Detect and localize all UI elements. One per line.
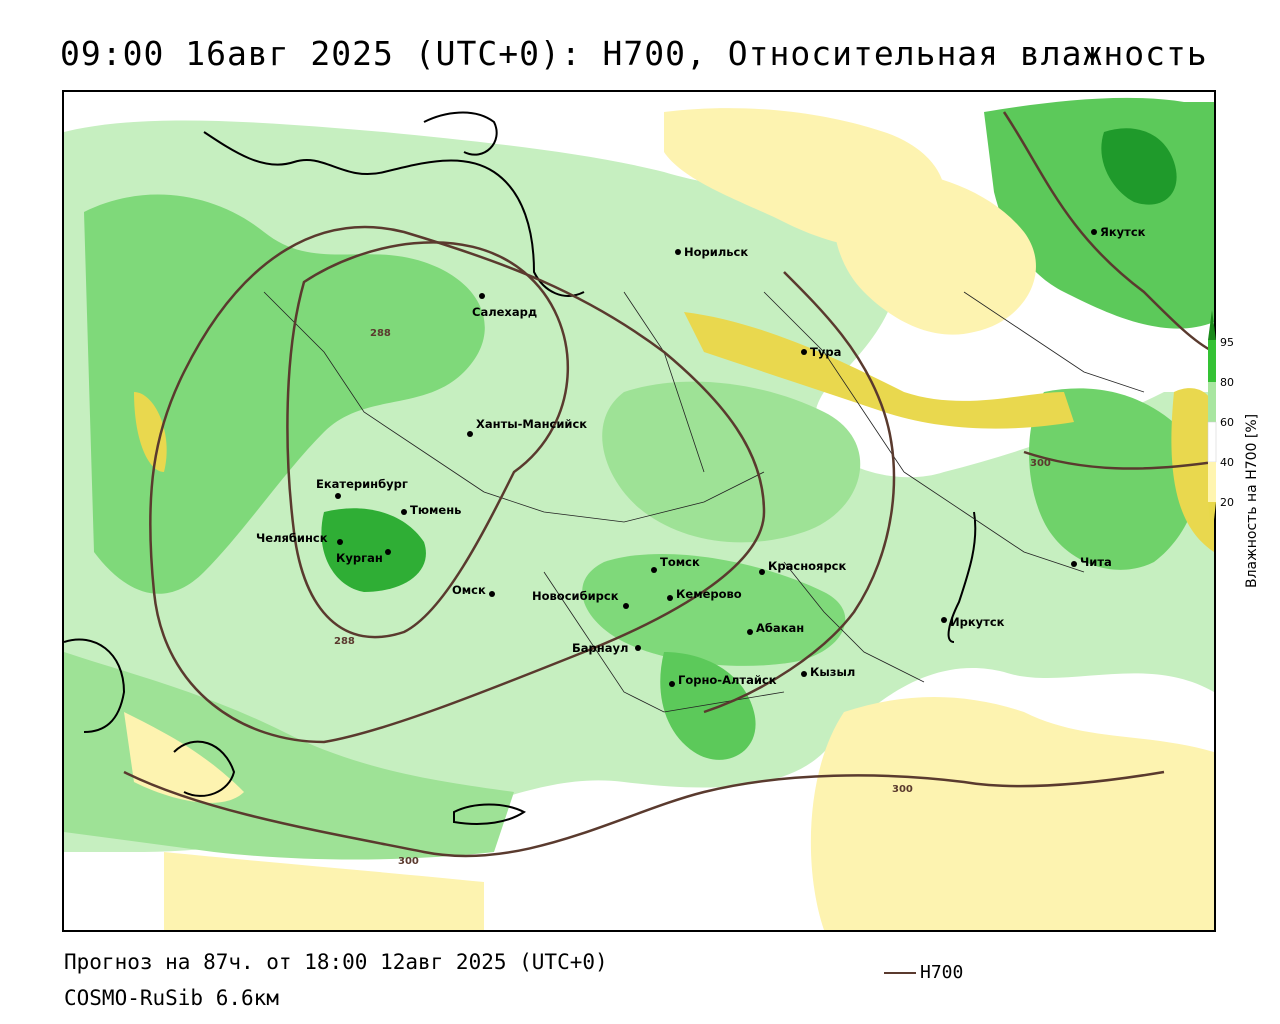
city-label: Кемерово <box>676 587 742 601</box>
humidity-fields <box>64 97 1214 860</box>
moist-area <box>321 508 426 592</box>
dry-fields <box>124 108 1214 930</box>
city-label: Барнаул <box>572 641 628 655</box>
isoline-288 <box>286 241 570 639</box>
dry-area <box>684 312 1074 429</box>
city-label: Иркутск <box>950 615 1005 629</box>
moist-area <box>1029 388 1199 570</box>
city-label: Горно-Алтайск <box>678 673 777 687</box>
isoline-288-outer <box>149 225 766 744</box>
isoline-300c <box>1023 450 1214 470</box>
colorbar-tick: 80 <box>1220 376 1234 389</box>
city-label: Тура <box>810 345 841 359</box>
isoline-300 <box>123 770 1165 858</box>
admin-borders <box>263 291 1145 713</box>
colorbar-segment <box>1207 421 1217 463</box>
moist-area <box>660 652 756 760</box>
colorbar-segment <box>1208 462 1216 502</box>
city-label: Челябинск <box>256 531 328 545</box>
city-label: Чита <box>1080 555 1112 569</box>
dry-area <box>164 852 484 930</box>
dry-area <box>134 392 167 472</box>
colorbar-tick: 60 <box>1220 416 1234 429</box>
city-label: Норильск <box>684 245 748 259</box>
city-label: Омск <box>452 583 486 597</box>
dry-area <box>810 697 1214 930</box>
isoline-300b <box>703 271 896 714</box>
city-label: Ханты-Мансийск <box>476 417 587 431</box>
moist-area <box>602 381 861 543</box>
humidity-map: 288 288 300 300 300 Норильск Якутск Сале… <box>64 97 1214 930</box>
city-label: Тюмень <box>410 503 461 517</box>
city-label: Курган <box>336 551 383 565</box>
city-label: Кызыл <box>810 665 855 679</box>
isoline-label: 300 <box>892 784 913 795</box>
colorbar-segment <box>1208 382 1216 422</box>
colorbar-bottom-arrow <box>1208 502 1216 538</box>
colorbar-tick: 95 <box>1220 336 1234 349</box>
city-label: Красноярск <box>768 559 846 573</box>
isoline-labels: 288 288 300 300 300 <box>334 328 1051 867</box>
isoline-legend: H700 <box>884 962 963 983</box>
map-area: 288 288 300 300 300 Норильск Якутск Сале… <box>62 90 1216 932</box>
city-label: Томск <box>660 555 700 569</box>
humidity-colorbar: 95 80 60 40 20 <box>1200 300 1280 600</box>
forecast-info: Прогноз на 87ч. от 18:00 12авг 2025 (UTC… <box>64 950 608 974</box>
city-label: Якутск <box>1100 225 1146 239</box>
isoline-swatch <box>884 971 916 974</box>
map-title: 09:00 16авг 2025 (UTC+0): H700, Относите… <box>60 34 1208 73</box>
city-label: Абакан <box>756 621 804 635</box>
colorbar-title: Влажность на Н700 [%] <box>1244 413 1260 588</box>
moist-area <box>84 194 485 594</box>
coastlines <box>64 111 977 825</box>
isoline-legend-label: H700 <box>920 962 964 983</box>
colorbar-segment <box>1208 340 1216 382</box>
isoline-label: 288 <box>370 328 391 339</box>
city-label: Новосибирск <box>532 589 619 603</box>
colorbar-tick: 20 <box>1220 496 1234 509</box>
model-name: COSMO-RuSib 6.6км <box>64 986 279 1010</box>
isoline-north <box>1002 111 1214 354</box>
dry-area <box>1171 388 1214 552</box>
isoline-label: 288 <box>334 636 355 647</box>
cities: Норильск Якутск Салехард Тура Ханты-Манс… <box>256 225 1146 687</box>
dry-area <box>124 712 244 803</box>
dry-area <box>833 169 1036 335</box>
moist-area <box>64 652 514 860</box>
colorbar-top-arrow <box>1208 310 1216 340</box>
city-label: Салехард <box>472 305 537 319</box>
moist-area <box>1101 128 1177 205</box>
h700-isolines <box>123 111 1214 858</box>
isoline-label: 300 <box>398 856 419 867</box>
isoline-label: 300 <box>1030 458 1051 469</box>
city-label: Екатеринбург <box>316 477 408 491</box>
moist-area <box>582 553 846 666</box>
colorbar-tick: 40 <box>1220 456 1234 469</box>
